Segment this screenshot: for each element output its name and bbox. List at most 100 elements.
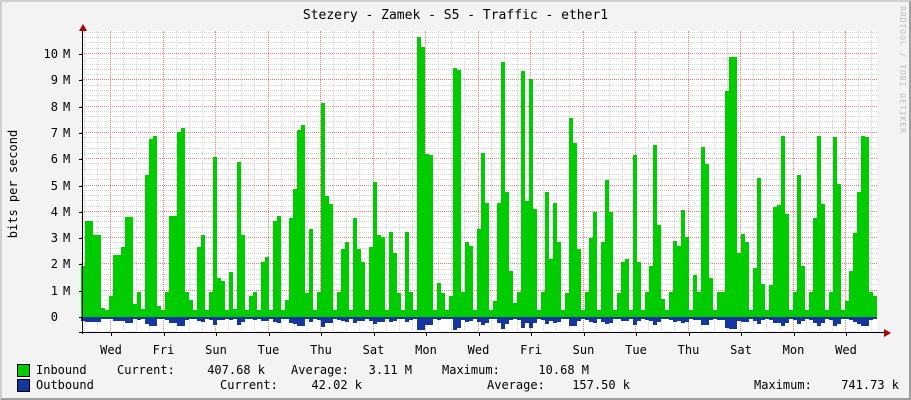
outbound-bar (621, 317, 625, 321)
outbound-bar (265, 317, 269, 321)
vgrid-minor (608, 31, 610, 331)
inbound-bar (393, 252, 397, 317)
inbound-bar (421, 47, 425, 317)
outbound-bar (421, 317, 425, 330)
y-tick-unit: M (63, 204, 71, 219)
inbound-label: Inbound (36, 363, 87, 377)
inbound-bar (705, 164, 709, 317)
inbound-bar (701, 147, 705, 317)
inbound-bar (873, 295, 877, 317)
outbound-bar (589, 317, 593, 322)
inbound-bar (529, 78, 533, 317)
inbound-bar (749, 310, 753, 317)
inbound-bar (845, 301, 849, 317)
inbound-bar (157, 306, 161, 317)
inbound-bar (561, 310, 565, 317)
vgrid-minor (306, 31, 308, 331)
inbound-bar (337, 292, 341, 317)
inbound-bar (329, 203, 333, 317)
outbound-bar (517, 317, 521, 320)
vgrid-minor (359, 31, 361, 331)
x-tick-mark (216, 333, 217, 336)
inbound-bar (601, 242, 605, 317)
inbound-bar (445, 310, 449, 317)
outbound-bar (209, 317, 213, 320)
outbound-bar (373, 317, 377, 324)
outbound-bar (389, 317, 393, 322)
outbound-bar (269, 317, 273, 319)
inbound-bar (313, 310, 317, 317)
inbound-bar (341, 248, 345, 317)
x-tick-mark (531, 333, 532, 336)
inbound-bar (661, 298, 665, 317)
inbound-bar (181, 127, 185, 317)
outbound-average-value: 157.50 k (572, 378, 630, 392)
inbound-bar (309, 228, 313, 317)
outbound-bar (785, 317, 789, 323)
outbound-bar (521, 317, 525, 329)
y-tick-number: 1 (50, 283, 58, 298)
outbound-bar (329, 317, 333, 324)
inbound-current-value: 407.68 k (207, 363, 265, 377)
x-tick-label: Tue (257, 343, 280, 357)
inbound-bar (709, 277, 713, 317)
inbound-bar (869, 292, 873, 317)
vgrid-minor (228, 31, 230, 331)
inbound-bar (165, 292, 169, 317)
inbound-bar (409, 292, 413, 317)
outbound-bar (205, 317, 209, 319)
y-tick-unit: M (63, 73, 71, 88)
outbound-bar (861, 317, 865, 326)
outbound-bar (133, 317, 137, 320)
inbound-bar (441, 293, 445, 317)
hgrid-minor (81, 121, 877, 123)
outbound-bar (665, 317, 669, 319)
outbound-bar (533, 317, 537, 323)
x-tick-mark (636, 333, 637, 336)
outbound-bar (309, 317, 313, 323)
inbound-bar (793, 292, 797, 317)
inbound-bar (357, 248, 361, 317)
hgrid-minor (81, 168, 877, 170)
outbound-bar (833, 317, 837, 326)
inbound-bar (109, 295, 113, 317)
outbound-bar (461, 317, 465, 320)
outbound-bar (469, 317, 473, 322)
inbound-bar (825, 310, 829, 317)
hgrid-minor (81, 216, 877, 218)
inbound-bar (273, 221, 277, 317)
inbound-bar (649, 265, 653, 317)
inbound-bar (185, 292, 189, 317)
inbound-bar (721, 292, 725, 317)
hgrid-major (81, 79, 877, 81)
inbound-average-label: Average: (291, 363, 349, 377)
inbound-bar (557, 242, 561, 317)
inbound-current-label: Current: (117, 363, 175, 377)
inbound-bar (513, 302, 517, 317)
hgrid-minor (81, 173, 877, 175)
inbound-bar (489, 310, 493, 317)
vgrid-major (110, 31, 111, 331)
inbound-bar (841, 310, 845, 317)
vgrid-minor (175, 31, 177, 331)
inbound-bar (745, 242, 749, 317)
outbound-bar (401, 317, 405, 319)
outbound-bar (173, 317, 177, 323)
inbound-bar (613, 310, 617, 317)
inbound-bar (365, 310, 369, 317)
inbound-bar (805, 310, 809, 317)
hgrid-minor (81, 116, 877, 118)
inbound-bar (257, 310, 261, 317)
inbound-bar (813, 218, 817, 317)
inbound-bar (209, 292, 213, 317)
vgrid-minor (543, 31, 545, 331)
outbound-bar (157, 317, 161, 319)
vgrid-minor (595, 31, 597, 331)
inbound-bar (333, 310, 337, 317)
y-tick-number: 5 (50, 178, 58, 193)
y-tick-label: 10 M (2, 47, 78, 61)
y-tick-mark (79, 185, 82, 187)
outbound-bar (709, 317, 713, 321)
inbound-bar (425, 153, 429, 317)
vgrid-minor (621, 31, 623, 331)
